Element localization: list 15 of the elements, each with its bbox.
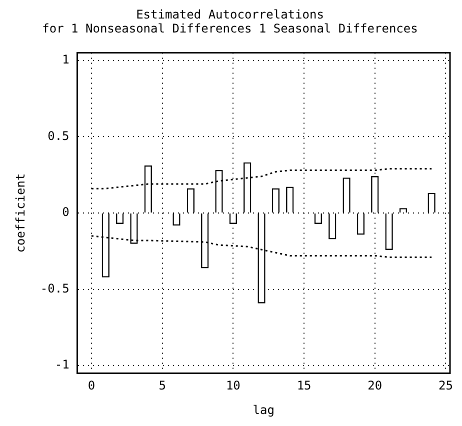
chart-subtitle: for 1 Nonseasonal Differences 1 Seasonal Differences [42, 22, 418, 36]
x-axis-title: lag [252, 402, 274, 417]
y-tick-label: 0 [62, 205, 70, 220]
y-tick-label: -1 [54, 358, 70, 372]
x-tick-label: 20 [368, 378, 382, 393]
x-tick-label: 10 [226, 378, 240, 393]
chart-title: Estimated Autocorrelations [136, 7, 324, 22]
x-tick-label: 0 [88, 378, 96, 393]
y-tick-label: 1 [62, 52, 70, 67]
y-tick-label: -0.5 [40, 281, 70, 296]
y-axis-title: coefficient [13, 173, 28, 253]
x-tick-label: 5 [158, 378, 166, 393]
x-tick-label: 15 [296, 378, 312, 393]
y-tick-label: 0.5 [48, 128, 70, 143]
x-tick-label: 25 [438, 378, 453, 393]
